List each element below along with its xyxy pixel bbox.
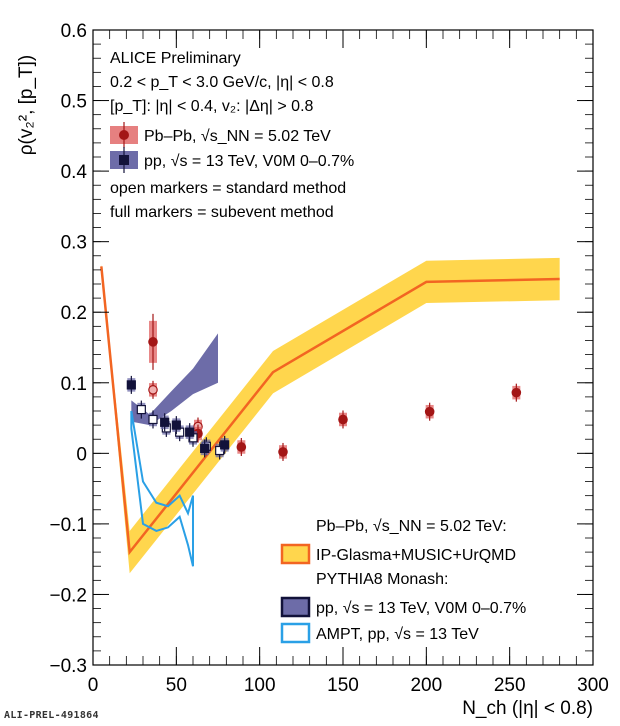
x-tick-label: 300: [577, 675, 609, 696]
pp-open-marker: [148, 414, 158, 425]
pbpb-full-marker: [236, 442, 247, 452]
kinematic-range-line: 0.2 < p_T < 3.0 GeV/c, |η| < 0.8: [110, 74, 334, 91]
model-pbpb-header: Pb–Pb, √s_NN = 5.02 TeV:: [316, 518, 507, 535]
ip-glasma-legend-label: IP-Glasma+MUSIC+UrQMD: [316, 547, 516, 564]
x-tick-label: 200: [410, 675, 442, 696]
pp-full-marker: [126, 380, 136, 390]
pbpb-full-marker: [338, 414, 348, 425]
x-tick-label: 100: [244, 675, 276, 696]
y-tick-label: 0.5: [61, 92, 87, 113]
pythia-legend-box: [280, 596, 311, 618]
pbpb-full-marker: [511, 387, 522, 398]
y-tick-label: −0.3: [49, 656, 87, 677]
y-tick-label: 0: [76, 444, 87, 465]
axes-layer: −0.3 −0.2 −0.1 0 0.1 0.2 0.3 0.4 0.5 0.6 0 50 100 150…: [49, 21, 608, 696]
y-tick-label: 0.2: [61, 303, 87, 324]
y-tick-label: 0.6: [61, 21, 87, 42]
acceptance-line: [p_T]: |η| < 0.4, v₂: |Δη| > 0.8: [110, 98, 314, 115]
band-center-line-2: [100, 266, 560, 556]
y-tick-label: −0.2: [49, 585, 87, 606]
points-layer: [126, 313, 522, 461]
ampt-band-outline: [130, 410, 194, 567]
x-tick-label: 250: [494, 675, 526, 696]
ampt-legend-box: [280, 622, 311, 644]
pbpb-full-marker: [148, 337, 158, 347]
ampt-legend-label: AMPT, pp, √s = 13 TeV: [316, 626, 479, 643]
model-pythia-header: PYTHIA8 Monash:: [316, 571, 449, 588]
pbpb-full-marker: [278, 447, 288, 457]
pbpb-legend-marker: [119, 130, 129, 140]
full-markers-note: full markers = subevent method: [110, 204, 334, 221]
x-tick-label: 50: [166, 675, 187, 696]
ip-glasma-legend-box: [280, 543, 311, 565]
x-tick-label: 0: [88, 675, 99, 696]
pbpb-full-marker: [424, 406, 435, 417]
pp-open-marker: [136, 404, 146, 415]
pp-full-marker: [160, 417, 170, 427]
pp-legend-label: pp, √s = 13 TeV, V0M 0–0.7%: [144, 153, 354, 170]
band-layer: [100, 257, 560, 574]
pp-full-marker: [185, 427, 195, 437]
x-tick-label: 150: [327, 675, 359, 696]
y-tick-label: 0.3: [61, 233, 87, 254]
open-markers-note: open markers = standard method: [110, 180, 346, 197]
y-axis-title: ρ(v₂², [p_T]): [16, 55, 37, 156]
pythia-legend-label: pp, √s = 13 TeV, V0M 0–0.7%: [316, 600, 526, 617]
model-legend: Pb–Pb, √s_NN = 5.02 TeV: IP-Glasma+MUSIC…: [280, 518, 526, 644]
pbpb-open-marker: [148, 385, 158, 395]
chart-title: ALICE Preliminary: [110, 50, 241, 67]
pp-legend-marker: [119, 155, 129, 165]
pp-full-marker: [171, 420, 181, 430]
pp-full-marker: [220, 440, 230, 450]
reference-id: ALI-PREL-491864: [4, 710, 99, 721]
pbpb-legend-label: Pb–Pb, √s_NN = 5.02 TeV: [144, 128, 331, 145]
band-2: [101, 257, 560, 574]
pp-full-marker: [200, 443, 210, 453]
y-tick-label: 0.1: [61, 374, 87, 395]
y-tick-label: 0.4: [61, 162, 88, 183]
x-axis-title: N_ch (|η| < 0.8): [462, 698, 593, 719]
top-legend: ALICE Preliminary 0.2 < p_T < 3.0 GeV/c,…: [110, 50, 354, 221]
y-tick-label: −0.1: [49, 515, 87, 536]
